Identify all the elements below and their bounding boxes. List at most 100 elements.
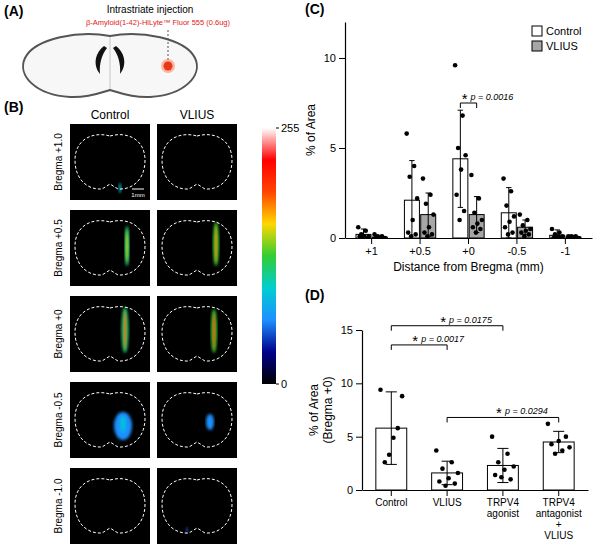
data-point xyxy=(456,471,461,476)
data-point xyxy=(434,448,439,453)
x-tick-label-line: +1 xyxy=(365,245,378,257)
x-tick-label-line: TRPV4 xyxy=(543,497,576,508)
error-cap xyxy=(386,464,397,465)
fluorescence xyxy=(124,311,127,349)
data-point xyxy=(446,476,451,481)
data-point xyxy=(510,230,515,235)
slice-image xyxy=(157,382,237,458)
row-label: Bregma +0.5 xyxy=(53,219,64,277)
legend-swatch xyxy=(532,26,542,36)
y-tick: 10 xyxy=(324,52,345,64)
significance-bracket xyxy=(391,326,503,331)
p-value: p = 0.0294 xyxy=(504,406,548,416)
x-tick-label: -1 xyxy=(560,245,570,257)
error-cap xyxy=(458,207,463,208)
x-tick-label-line: -0.5 xyxy=(507,245,526,257)
x-tick: TRPV4antagonist+VLIUS xyxy=(536,490,582,541)
data-point xyxy=(549,442,554,447)
x-tick-mark xyxy=(391,490,392,496)
injection-subtitle: β-Amyloid(1-42)-HiLyte™ Fluor 555 (0.6ug… xyxy=(86,18,231,27)
column-header: Control xyxy=(91,108,130,122)
row-label: Bregma -1.0 xyxy=(53,478,64,533)
brain-outline xyxy=(23,34,197,97)
x-tick-mark xyxy=(468,238,469,244)
colorbar-label: 0 xyxy=(281,378,287,390)
x-tick-mark xyxy=(565,238,566,244)
data-point xyxy=(480,218,485,223)
data-point xyxy=(443,483,448,488)
data-point xyxy=(474,230,479,235)
fluorescence xyxy=(206,414,214,430)
brain-outline xyxy=(162,479,232,533)
plot-area xyxy=(376,387,574,490)
fluorescence xyxy=(114,412,132,440)
p-value: p = 0.0017 xyxy=(420,334,465,344)
fluorescence xyxy=(125,226,130,266)
y-axis: 051015 xyxy=(341,324,363,496)
error-line xyxy=(476,197,477,233)
scale-bar-label: 1mm xyxy=(131,192,144,198)
y-tick: 0 xyxy=(330,232,345,244)
y-tick-mark xyxy=(339,148,345,149)
slice-image: 1mm xyxy=(70,124,150,200)
y-tick-mark xyxy=(339,58,345,59)
error-bar xyxy=(553,431,564,452)
slice-background xyxy=(157,296,237,372)
data-point xyxy=(509,189,514,194)
legend-swatch xyxy=(532,41,542,51)
error-cap xyxy=(555,229,560,230)
data-point xyxy=(504,203,509,208)
error-line xyxy=(428,193,429,236)
x-axis: +1+0.5+0-0.5-1 xyxy=(346,238,593,257)
data-point xyxy=(477,196,482,201)
data-point xyxy=(527,232,532,237)
colorbar-tick xyxy=(276,384,279,385)
panel-label: (B) xyxy=(4,99,23,115)
y-tick-mark xyxy=(356,437,362,438)
x-tick: -1 xyxy=(560,238,570,257)
y-tick: 5 xyxy=(330,142,345,154)
data-point xyxy=(501,176,506,181)
data-point xyxy=(546,422,551,427)
data-point xyxy=(554,236,559,238)
p-value: p = 0.0175 xyxy=(448,315,493,325)
slice-background xyxy=(70,468,150,544)
y-tick-label: 10 xyxy=(341,377,353,389)
error-bar xyxy=(426,193,431,236)
y-axis-title: % of Area xyxy=(304,104,318,156)
brain-midline xyxy=(110,37,111,89)
data-point xyxy=(522,234,527,238)
data-point xyxy=(363,229,368,234)
y-tick: 15 xyxy=(341,324,362,336)
plot-area xyxy=(356,63,581,238)
slice-image xyxy=(157,468,237,544)
injection-track xyxy=(168,30,169,61)
significance-star: * xyxy=(440,313,446,330)
data-point xyxy=(508,477,513,482)
x-tick-label-line: -1 xyxy=(560,245,570,257)
x-tick-label-line: +0 xyxy=(462,245,475,257)
data-point xyxy=(567,445,572,450)
data-point xyxy=(475,221,480,226)
row-label: Bregma +1.0 xyxy=(53,133,64,191)
fluorescence xyxy=(186,527,188,533)
y-tick: 0 xyxy=(347,484,362,496)
significance-bracket xyxy=(447,417,559,422)
data-point xyxy=(395,426,400,431)
data-point xyxy=(556,439,561,444)
error-cap xyxy=(497,482,508,483)
x-tick: +1 xyxy=(365,238,378,257)
slice-background xyxy=(157,382,237,458)
x-tick: +0 xyxy=(462,238,475,257)
data-point xyxy=(462,209,467,214)
x-tick-label-line: + xyxy=(556,519,562,530)
x-tick: VLIUS xyxy=(433,490,462,508)
error-bar xyxy=(442,461,453,484)
error-cap xyxy=(497,448,508,449)
data-point xyxy=(507,220,512,225)
injection-title: Intrastriate injection xyxy=(107,4,194,15)
data-point xyxy=(422,230,427,235)
slice-background xyxy=(157,210,237,286)
y-tick-mark xyxy=(356,330,362,331)
data-point xyxy=(460,113,465,118)
